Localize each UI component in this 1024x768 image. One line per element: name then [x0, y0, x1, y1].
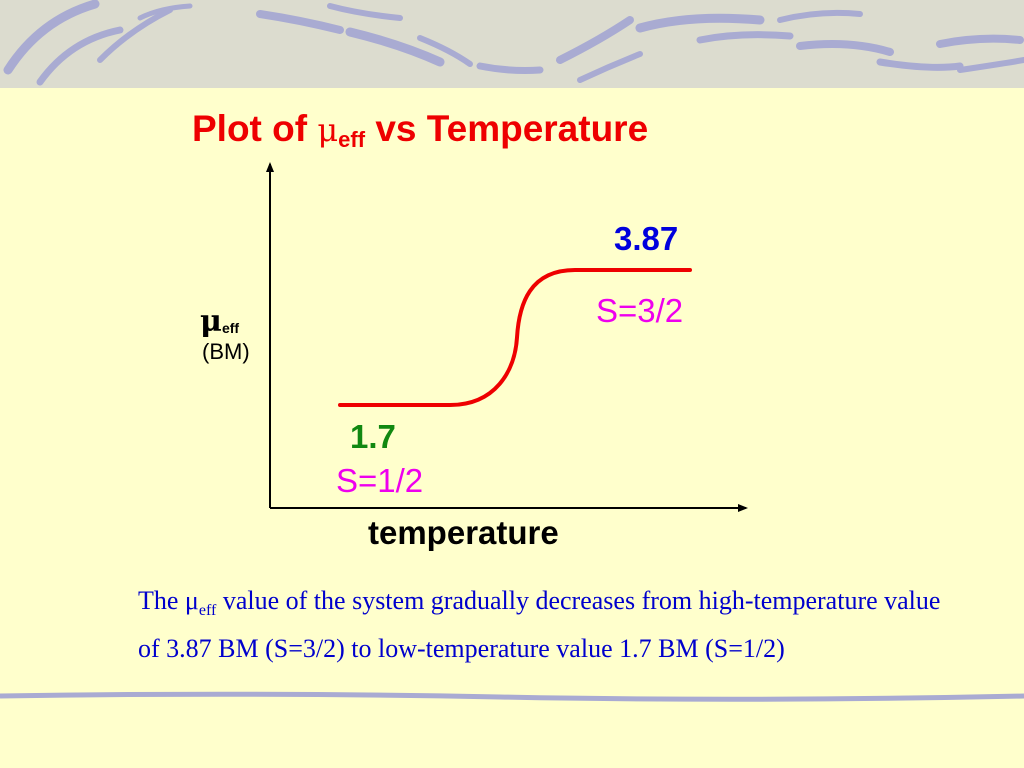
moment-curve — [338, 268, 692, 407]
chart-title: Plot of μeff vs Temperature — [192, 108, 832, 153]
title-subscript: eff — [338, 127, 366, 152]
low-value-label: 1.7 — [350, 418, 396, 455]
x-axis-label: temperature — [368, 514, 559, 551]
caption-subscript: eff — [198, 602, 217, 620]
low-spin-label: S=1/2 — [336, 462, 424, 499]
title-symbol: μ — [317, 111, 339, 149]
y-axis-symbol: μ — [200, 304, 222, 339]
y-axis-subscript: eff — [221, 320, 240, 336]
y-axis-unit: (BM) — [202, 339, 250, 364]
caption-symbol: μ — [184, 586, 199, 615]
title-suffix: vs Temperature — [365, 108, 649, 149]
title-prefix: Plot of — [192, 108, 318, 149]
high-spin-label: S=3/2 — [596, 292, 684, 329]
decorative-swirls — [3, 0, 1024, 86]
decorative-banner — [0, 0, 1024, 88]
decorative-bottom-rule — [0, 690, 1024, 704]
caption-part2: value of the system gradually decreases … — [138, 586, 941, 664]
caption-part1: The — [138, 586, 185, 615]
y-axis-label: μeff (BM) — [200, 304, 250, 365]
caption: The μeff value of the system gradually d… — [138, 582, 968, 668]
high-value-label: 3.87 — [614, 220, 679, 257]
